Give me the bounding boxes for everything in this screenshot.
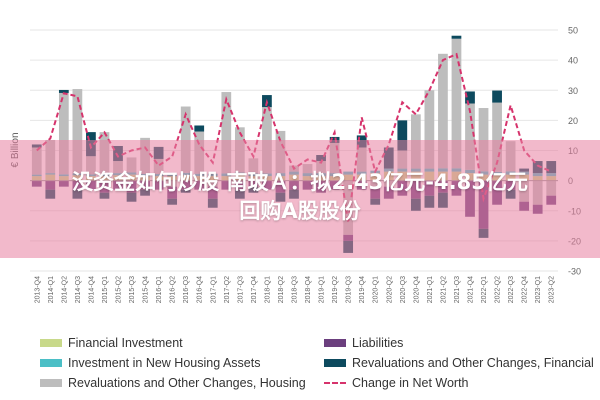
x-tick-label: 2017-Q1 <box>210 276 217 303</box>
x-tick-label: 2018-Q2 <box>278 276 285 303</box>
bar-segment <box>465 91 475 104</box>
x-tick-label: 2023-Q2 <box>549 276 556 303</box>
bar-segment <box>492 102 502 172</box>
x-tick-label: 2021-Q4 <box>468 276 475 303</box>
x-tick-label: 2015-Q2 <box>116 276 123 303</box>
x-tick-label: 2020-Q3 <box>400 276 407 303</box>
x-tick-label: 2018-Q3 <box>292 276 299 303</box>
x-tick-label: 2013-Q4 <box>34 276 41 303</box>
x-tick-label: 2015-Q4 <box>143 276 150 303</box>
banner-overlay <box>0 140 600 258</box>
x-tick-label: 2018-Q4 <box>305 276 312 303</box>
legend-swatch <box>40 339 62 347</box>
x-tick-label: 2021-Q2 <box>440 276 447 303</box>
x-tick-label: 2020-Q4 <box>413 276 420 303</box>
x-tick-label: 2016-Q1 <box>156 276 163 303</box>
legend-item-revaluations-financial: Revaluations and Other Changes, Financia… <box>324 356 594 370</box>
x-tick-label: 2019-Q1 <box>319 276 326 303</box>
x-tick-label: 2023-Q1 <box>535 276 542 303</box>
x-tick-label: 2017-Q3 <box>237 276 244 303</box>
x-tick-label: 2019-Q4 <box>359 276 366 303</box>
bar-segment <box>58 92 69 175</box>
x-tick-label: 2014-Q4 <box>88 276 95 303</box>
bar-segment <box>221 92 232 174</box>
x-tick-label: 2014-Q3 <box>75 276 82 303</box>
bar-segment <box>465 103 475 170</box>
legend-swatch <box>324 359 346 367</box>
bar-segment <box>424 90 435 169</box>
x-tick-label: 2018-Q1 <box>264 276 271 303</box>
x-tick-label: 2019-Q3 <box>346 276 353 303</box>
x-tick-label: 2015-Q1 <box>102 276 109 303</box>
bar-segment <box>438 53 448 169</box>
legend-label: Change in Net Worth <box>352 376 469 390</box>
x-tick-label: 2017-Q4 <box>251 276 258 303</box>
legend-item-revaluations-housing: Revaluations and Other Changes, Housing <box>40 376 306 390</box>
x-tick-label: 2016-Q4 <box>197 276 204 303</box>
legend-item-financial-investment: Financial Investment <box>40 336 183 350</box>
y-tick-label: 20 <box>568 116 578 126</box>
x-tick-label: 2022-Q4 <box>522 276 529 303</box>
x-tick-labels: 2013-Q4 2014-Q1 2014-Q2 2014-Q3 2014-Q4 2015-… <box>34 276 555 303</box>
bar-segment <box>329 136 340 143</box>
legend-item-new-housing: Investment in New Housing Assets <box>40 356 260 370</box>
legend-swatch-dashed <box>324 382 346 384</box>
legend-swatch <box>324 339 346 347</box>
legend-swatch <box>40 379 62 387</box>
legend-label: Liabilities <box>352 336 404 350</box>
y-tick-label: -30 <box>568 267 581 277</box>
x-tick-label: 2020-Q2 <box>386 276 393 303</box>
legend-swatch <box>40 359 62 367</box>
legend-item-liabilities: Liabilities <box>324 336 403 350</box>
bar-segment <box>478 108 489 172</box>
banner-title-line2: 回购A股股份 <box>239 199 361 223</box>
x-tick-label: 2020-Q1 <box>373 276 380 303</box>
x-tick-label: 2017-Q2 <box>224 276 231 303</box>
banner-title-line1: 没资金如何炒股 南玻Ａ：拟2.43亿元-4.85亿元 <box>72 170 528 194</box>
x-tick-label: 2022-Q1 <box>481 276 488 303</box>
x-tick-label: 2022-Q3 <box>508 276 515 303</box>
bar-segment <box>194 125 205 132</box>
x-tick-label: 2015-Q3 <box>129 276 136 303</box>
y-tick-label: 50 <box>568 26 578 36</box>
x-tick-label: 2014-Q2 <box>61 276 68 303</box>
x-tick-label: 2016-Q2 <box>170 276 177 303</box>
bar-segment <box>72 89 83 174</box>
y-tick-label: 30 <box>568 86 578 96</box>
bar-segment <box>451 38 462 169</box>
legend: Financial Investment Liabilities Investm… <box>40 336 600 398</box>
x-tick-label: 2019-Q2 <box>332 276 339 303</box>
legend-label: Revaluations and Other Changes, Housing <box>68 376 306 390</box>
y-tick-label: 40 <box>568 56 578 66</box>
bar-segment <box>397 120 408 151</box>
legend-item-change-net-worth: Change in Net Worth <box>324 376 469 390</box>
x-tick-label: 2021-Q3 <box>454 276 461 303</box>
legend-label: Financial Investment <box>68 336 183 350</box>
x-tick-label: 2022-Q2 <box>495 276 502 303</box>
x-tick-label: 2021-Q1 <box>427 276 434 303</box>
x-tick-label: 2016-Q3 <box>183 276 190 303</box>
bar-segment <box>492 90 502 103</box>
banner-title[interactable]: 没资金如何炒股 南玻Ａ：拟2.43亿元-4.85亿元 回购A股股份 <box>0 168 600 226</box>
legend-label: Investment in New Housing Assets <box>68 356 261 370</box>
bar-segment <box>180 106 191 173</box>
legend-label: Revaluations and Other Changes, Financia… <box>352 356 594 370</box>
bar-segment <box>58 89 69 93</box>
bar-segment <box>451 35 462 39</box>
x-tick-label: 2014-Q1 <box>48 276 55 303</box>
